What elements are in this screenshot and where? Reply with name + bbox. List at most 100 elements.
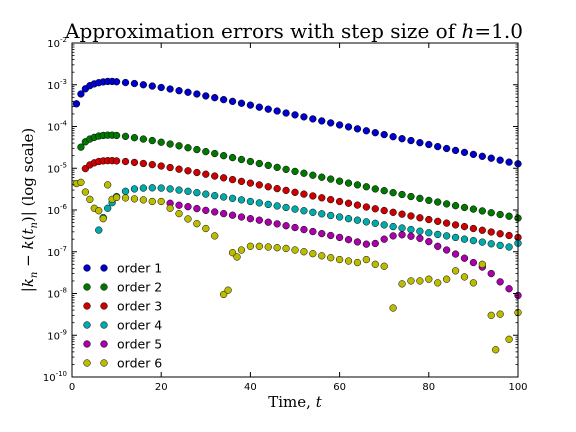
legend-marker [83, 283, 91, 291]
data-point [398, 231, 406, 239]
y-tick-label: 10-8 [47, 287, 67, 301]
data-point [442, 144, 451, 153]
data-point [139, 159, 148, 168]
data-point [264, 218, 272, 226]
data-point [460, 254, 469, 262]
data-point [273, 184, 281, 193]
data-point [353, 216, 362, 224]
data-point [255, 216, 263, 224]
data-point [487, 311, 495, 319]
data-point [233, 253, 241, 261]
data-point [224, 286, 232, 294]
data-point [112, 157, 121, 165]
x-tick-label: 100 [508, 382, 527, 393]
data-point [451, 146, 460, 155]
data-point [130, 185, 139, 193]
data-point [273, 244, 281, 252]
data-point [469, 236, 478, 245]
data-point [237, 177, 246, 186]
data-point [407, 192, 415, 201]
data-point [362, 255, 371, 264]
data-point [193, 168, 201, 177]
data-point [255, 242, 263, 250]
legend-label: order 3 [117, 299, 162, 314]
data-point [492, 346, 500, 354]
data-point [237, 246, 246, 254]
data-point [255, 199, 263, 207]
data-point [211, 232, 219, 240]
legend-item: order 2 [83, 280, 162, 295]
y-tick-label: 10-7 [47, 245, 67, 259]
data-point [469, 205, 478, 213]
x-tick-label: 20 [155, 382, 168, 393]
y-tick-label: 10-9 [47, 328, 67, 342]
data-point [77, 143, 85, 151]
data-point [380, 235, 388, 243]
data-point [478, 226, 486, 234]
data-point [300, 248, 308, 256]
data-point [380, 221, 388, 229]
data-point [318, 252, 326, 260]
data-point [327, 211, 335, 220]
data-point [282, 222, 290, 230]
data-point [371, 239, 379, 248]
data-point [157, 138, 165, 146]
data-point [291, 223, 299, 232]
data-point [130, 79, 139, 88]
data-point [237, 155, 246, 164]
data-point [416, 227, 424, 235]
data-point [166, 185, 174, 193]
data-point [407, 225, 415, 234]
data-point [228, 249, 237, 257]
data-point [184, 88, 192, 96]
data-point [291, 188, 299, 196]
data-point [469, 279, 478, 287]
data-point [300, 113, 308, 121]
data-point [434, 242, 442, 250]
data-point [469, 150, 478, 159]
data-point [318, 194, 326, 202]
data-point [505, 285, 513, 293]
y-axis-label: |kn − k(tn)| (log scale) [19, 128, 40, 292]
data-point [121, 187, 130, 195]
data-point [157, 184, 165, 192]
data-point [166, 140, 174, 148]
x-axis-label-var: t [316, 393, 323, 411]
y-label-minus: − [19, 250, 37, 272]
data-point [353, 238, 362, 246]
data-point [380, 187, 388, 195]
y-tick-label: 10-2 [47, 36, 67, 50]
data-point [442, 200, 451, 208]
data-point [130, 158, 139, 167]
data-point [416, 194, 424, 203]
series-4 [95, 184, 522, 251]
data-point [309, 208, 317, 216]
data-point [335, 233, 344, 242]
data-point [121, 78, 130, 87]
data-point [407, 212, 415, 220]
data-point [487, 154, 495, 162]
data-point [309, 192, 317, 200]
y-tick-label: 10-4 [47, 120, 67, 134]
data-point [416, 234, 424, 242]
data-point [246, 242, 255, 250]
data-point [202, 206, 210, 215]
data-point [327, 119, 335, 127]
data-point [353, 125, 362, 133]
data-point [219, 174, 228, 182]
data-point [434, 217, 442, 225]
data-point [184, 144, 192, 152]
data-point [496, 156, 504, 164]
chart-title: Approximation errors with step size of h… [64, 19, 523, 43]
legend-label: order 6 [117, 356, 162, 371]
legend-label: order 4 [117, 318, 162, 333]
data-point [148, 197, 156, 206]
y-label-sub-n2: n [29, 222, 40, 228]
data-point [202, 147, 210, 156]
data-point [451, 250, 460, 258]
data-point [121, 132, 130, 141]
data-point [478, 152, 486, 160]
legend-marker [100, 321, 108, 329]
data-point [211, 172, 219, 180]
series-3 [81, 157, 522, 242]
